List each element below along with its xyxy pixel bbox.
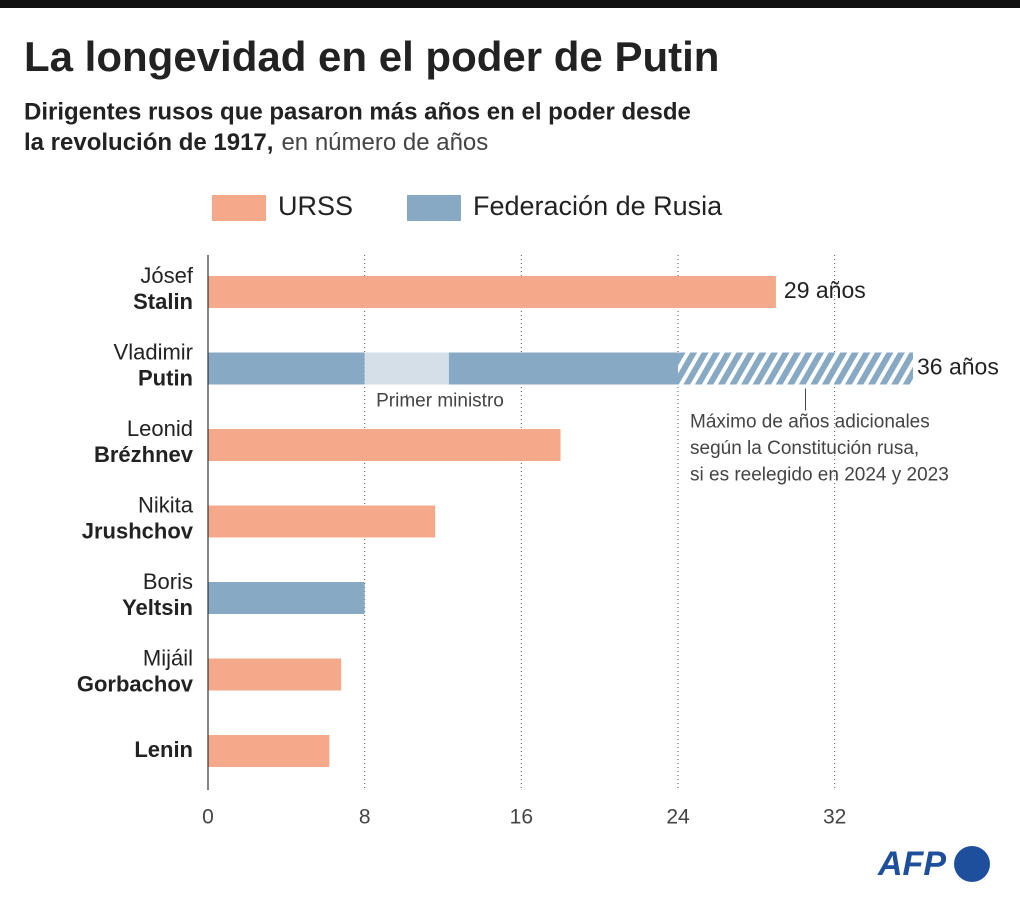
category-label: Jósef xyxy=(140,263,193,288)
bar-segment xyxy=(364,352,449,385)
bar-segment xyxy=(448,352,678,385)
legend-swatch xyxy=(212,195,266,221)
category-label: Lenin xyxy=(134,737,193,762)
bar xyxy=(208,276,776,308)
category-label: Mijáil xyxy=(143,645,193,670)
x-tick-label: 16 xyxy=(510,806,533,829)
x-tick-label: 24 xyxy=(666,806,690,829)
category-label: Vladimir xyxy=(114,339,193,364)
logo-circle xyxy=(954,846,990,882)
value-label: 29 años xyxy=(784,277,866,303)
chart-title: La longevidad en el poder de Putin xyxy=(24,33,719,80)
top-bar xyxy=(0,0,1020,8)
category-label: Nikita xyxy=(138,492,194,517)
x-tick-label: 8 xyxy=(359,806,371,829)
category-label: Stalin xyxy=(133,289,193,314)
x-tick-label: 32 xyxy=(823,806,846,829)
annotation: si es reelegido en 2024 y 2023 xyxy=(690,465,949,486)
annotation: Primer ministro xyxy=(376,391,504,412)
legend-label: URSS xyxy=(278,191,353,221)
subtitle-light: en número de años xyxy=(281,129,488,156)
annotation: según la Constitución rusa, xyxy=(690,438,919,459)
category-label: Boris xyxy=(143,569,193,594)
legend-label: Federación de Rusia xyxy=(473,191,723,221)
value-label: 36 años xyxy=(917,354,999,380)
bar xyxy=(208,735,330,767)
bar xyxy=(208,505,436,538)
annotation: Máximo de años adicionales xyxy=(690,412,930,433)
category-label: Gorbachov xyxy=(77,671,194,696)
bar xyxy=(208,658,342,691)
category-label: Brézhnev xyxy=(94,442,194,467)
category-label: Leonid xyxy=(127,416,193,441)
bar-segment xyxy=(678,352,913,385)
category-label: Jrushchov xyxy=(82,518,194,543)
legend-swatch xyxy=(407,195,461,221)
category-label: Yeltsin xyxy=(122,595,193,620)
bar xyxy=(208,582,365,614)
category-label: Putin xyxy=(138,365,193,390)
logo: AFP xyxy=(877,845,946,883)
subtitle: Dirigentes rusos que pasaron más años en… xyxy=(24,98,691,125)
subtitle: la revolución de 1917, en número de años xyxy=(24,129,488,156)
bar xyxy=(208,429,561,461)
subtitle: la revolución de 1917, xyxy=(24,129,273,156)
bar xyxy=(208,352,365,385)
x-tick-label: 0 xyxy=(202,806,214,829)
